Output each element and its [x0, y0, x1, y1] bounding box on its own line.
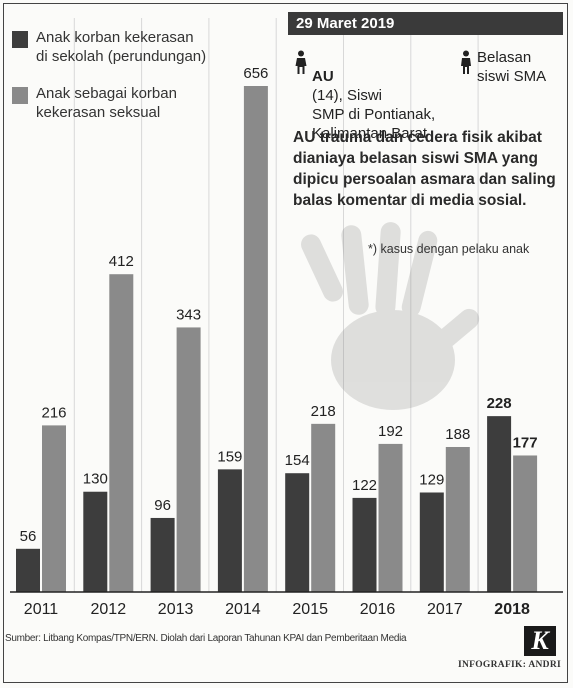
bar-sexual-violence — [243, 86, 268, 592]
person-icon — [295, 50, 307, 74]
bar-value-label: 159 — [217, 448, 242, 465]
bar-value-label: 192 — [378, 423, 403, 440]
bar-value-label: 130 — [83, 471, 108, 488]
bar-value-label: 656 — [243, 65, 268, 82]
x-tick-label: 2018 — [494, 601, 530, 618]
footnote: *) kasus dengan pelaku anak — [368, 242, 530, 256]
victim-description: (14), Siswi SMP di Pontianak, Kalimantan… — [312, 87, 436, 142]
perpetrator-info: Belasan siswi SMA — [460, 48, 546, 86]
bar-value-label: 216 — [41, 404, 66, 421]
bar-value-label: 188 — [445, 426, 470, 443]
x-tick-label: 2017 — [427, 601, 463, 618]
bar-value-label: 218 — [311, 403, 336, 420]
bar-bullying — [419, 492, 444, 592]
bar-sexual-violence — [109, 274, 134, 592]
x-tick-label: 2013 — [158, 601, 194, 618]
victim-name: AU — [312, 68, 334, 85]
bar-bullying — [150, 517, 175, 592]
bar-value-label: 56 — [20, 528, 37, 545]
bar-sexual-violence — [311, 423, 336, 592]
bar-value-label: 343 — [176, 306, 201, 323]
x-tick-label: 2015 — [292, 601, 328, 618]
bar-value-label: 96 — [154, 497, 171, 514]
bar-sexual-violence — [445, 446, 470, 592]
x-tick-label: 2014 — [225, 601, 261, 618]
legend-item-bullying: Anak korban kekerasan di sekolah (perund… — [12, 28, 246, 66]
source-note: Sumber: Litbang Kompas/TPN/ERN. Diolah d… — [5, 633, 407, 644]
x-tick-label: 2016 — [360, 601, 396, 618]
x-tick-label: 2012 — [91, 601, 127, 618]
bar-value-label: 122 — [352, 477, 377, 494]
bar-bullying — [83, 491, 108, 592]
bar-value-label: 129 — [419, 471, 444, 488]
bar-sexual-violence — [42, 425, 66, 592]
date-banner: 29 Maret 2019 — [288, 12, 563, 35]
legend-label-sexual-violence: Anak sebagai korban kekerasan seksual — [36, 85, 177, 121]
bar-bullying — [352, 497, 377, 592]
legend-label-bullying: Anak korban kekerasan di sekolah (perund… — [36, 29, 207, 65]
infographic-frame — [3, 3, 568, 683]
victim-info: AU (14), Siswi SMP di Pontianak, Kaliman… — [295, 48, 435, 143]
bar-value-label: 154 — [285, 452, 310, 469]
bar-value-label: 412 — [109, 253, 134, 270]
bar-bullying — [285, 473, 310, 592]
bar-value-label: 177 — [513, 434, 538, 451]
bar-value-label: 228 — [487, 395, 512, 412]
person-icon — [461, 50, 471, 74]
handprint-icon — [301, 222, 480, 410]
bar-bullying — [217, 469, 242, 592]
bar-sexual-violence — [513, 455, 538, 592]
bar-bullying — [487, 416, 512, 592]
case-story: AU trauma dan cedera fisik akibat diania… — [293, 129, 556, 209]
legend-swatch-dark — [12, 31, 28, 48]
legend-item-sexual-violence: Anak sebagai korban kekerasan seksual — [12, 84, 246, 122]
bar-sexual-violence — [378, 443, 403, 592]
x-tick-label: 2011 — [24, 601, 59, 618]
bar-bullying — [16, 548, 40, 592]
infographic-credit: INFOGRAFIK: ANDRI — [457, 660, 561, 670]
perpetrator-description: Belasan siswi SMA — [477, 49, 547, 85]
kompas-logo: K — [524, 626, 556, 656]
bar-sexual-violence — [176, 327, 201, 592]
legend-swatch-light — [12, 87, 28, 104]
